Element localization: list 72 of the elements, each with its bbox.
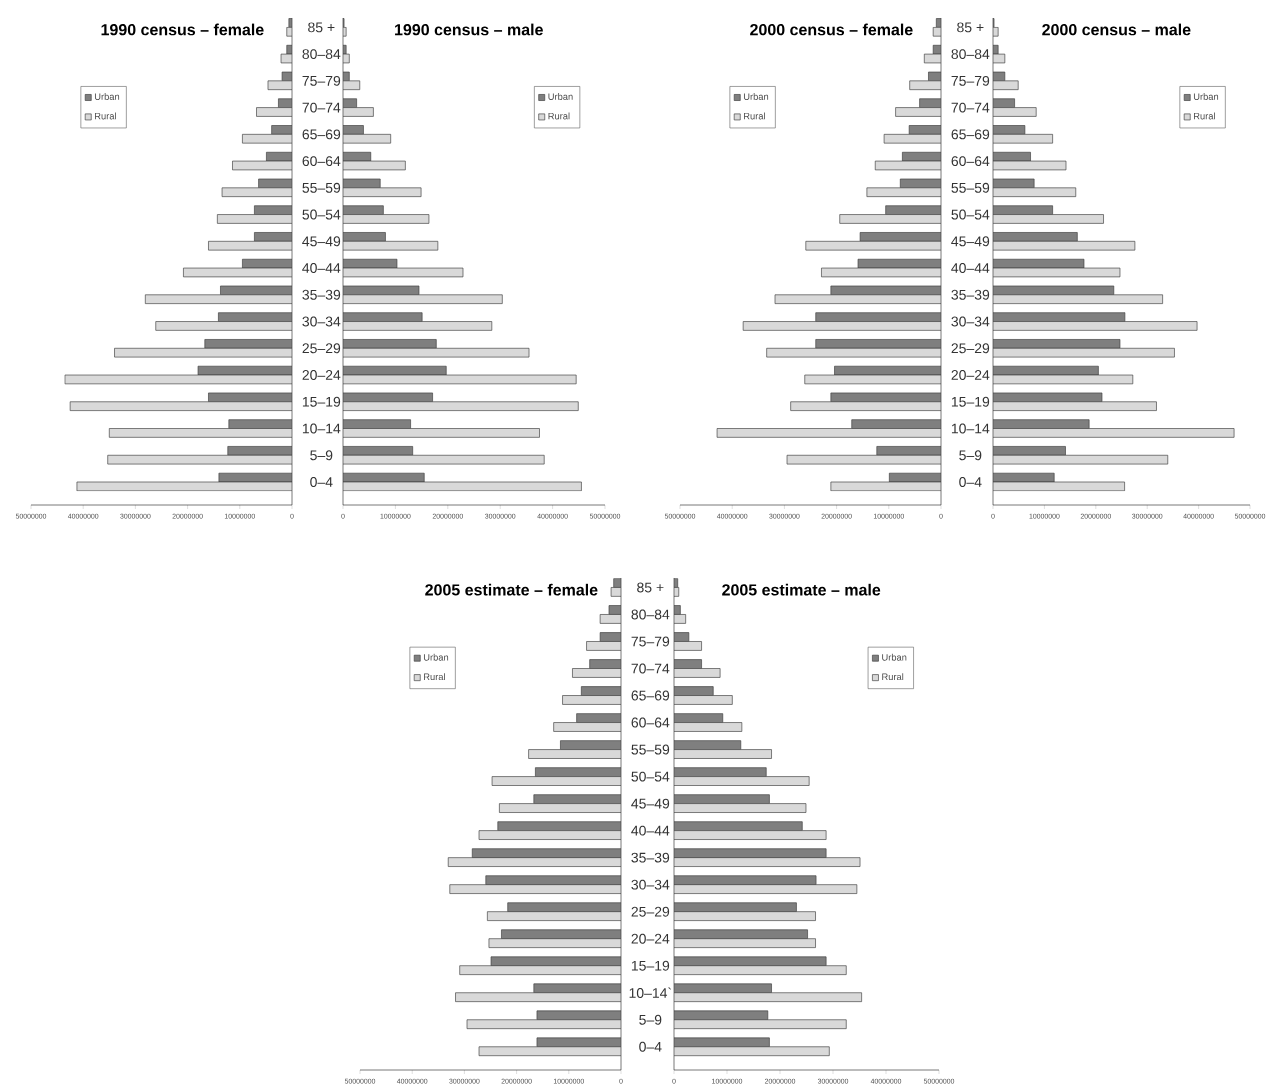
y-tick-label: 65–69 xyxy=(951,129,990,140)
y-tick-label: 0–4 xyxy=(959,477,982,487)
y-tick-label: 5–9 xyxy=(310,450,333,461)
legend-label: Rural xyxy=(882,673,904,681)
y-tick-label: 65–69 xyxy=(302,129,341,140)
y-tick-label: 50–54 xyxy=(631,771,670,782)
y-tick-label: 80–84 xyxy=(951,49,990,60)
y-tick-label: 10–14` xyxy=(629,987,672,998)
y-tick-label: 5–9 xyxy=(959,450,982,461)
y-tick-label: 70–74 xyxy=(951,102,990,113)
chart-title: 2005 estimate – male xyxy=(722,583,881,596)
y-tick-label: 10–14 xyxy=(302,423,341,434)
legend-label: Urban xyxy=(548,93,573,100)
y-tick-label: 55–59 xyxy=(951,182,990,193)
y-tick-label: 20–24 xyxy=(631,933,670,944)
y-tick-label: 60–64 xyxy=(951,156,990,167)
y-tick-label: 80–84 xyxy=(631,609,670,620)
y-tick-label: 75–79 xyxy=(302,75,341,86)
y-tick-label: 55–59 xyxy=(302,182,341,193)
y-tick-label: 5–9 xyxy=(639,1014,662,1025)
y-tick-label: 10–14 xyxy=(951,423,990,434)
y-tick-label: 85 + xyxy=(957,22,984,33)
y-tick-label: 70–74 xyxy=(302,102,341,113)
legend-label: Urban xyxy=(423,653,449,661)
y-tick-label: 35–39 xyxy=(631,852,670,863)
y-tick-label: 45–49 xyxy=(302,236,341,247)
y-tick-label: 15–19 xyxy=(302,396,341,407)
y-tick-label: 60–64 xyxy=(302,156,341,167)
y-tick-label: 55–59 xyxy=(631,744,670,755)
chart-title: 2005 estimate – female xyxy=(425,583,598,596)
y-tick-label: 35–39 xyxy=(951,289,990,300)
legend-label: Rural xyxy=(424,673,445,681)
y-tick-label: 40–44 xyxy=(951,263,990,274)
y-tick-label: 85 + xyxy=(637,582,664,593)
y-tick-label: 20–24 xyxy=(951,370,990,380)
legend-label: Urban xyxy=(882,653,907,661)
y-tick-label: 50–54 xyxy=(951,209,990,220)
y-tick-label: 45–49 xyxy=(951,236,990,247)
y-tick-label: 85 + xyxy=(308,22,335,33)
y-tick-label: 60–64 xyxy=(631,717,670,728)
y-tick-label: 25–29 xyxy=(302,343,341,354)
legend-label: Urban xyxy=(94,93,120,100)
chart-title: 2000 census – female xyxy=(750,23,913,36)
y-tick-label: 0–4 xyxy=(310,477,333,487)
y-tick-label: 25–29 xyxy=(951,343,990,354)
legend-label: Rural xyxy=(95,112,116,120)
y-tick-label: 75–79 xyxy=(951,75,990,86)
chart-title: 1990 census – female xyxy=(101,23,264,36)
y-tick-label: 50–54 xyxy=(302,209,341,220)
legend-label: Rural xyxy=(1194,112,1215,120)
y-tick-label: 30–34 xyxy=(302,316,341,327)
y-tick-label: 0–4 xyxy=(639,1041,662,1052)
y-tick-label: 75–79 xyxy=(631,636,670,647)
y-tick-label: 20–24 xyxy=(302,370,341,380)
legend-label: Urban xyxy=(743,93,769,100)
legend-label: Rural xyxy=(548,112,570,120)
chart-title: 1990 census – male xyxy=(395,23,543,36)
y-tick-label: 40–44 xyxy=(631,825,670,836)
y-tick-label: 70–74 xyxy=(631,663,670,674)
y-tick-label: 25–29 xyxy=(631,906,670,917)
y-tick-label: 15–19 xyxy=(951,396,990,407)
y-tick-label: 40–44 xyxy=(302,263,341,274)
y-tick-label: 45–49 xyxy=(631,798,670,809)
y-tick-label: 80–84 xyxy=(302,49,341,60)
y-tick-label: 65–69 xyxy=(631,690,670,701)
y-tick-label: 30–34 xyxy=(631,879,670,890)
y-tick-label: 15–19 xyxy=(631,960,670,971)
y-tick-label: 35–39 xyxy=(302,289,341,300)
legend-label: Urban xyxy=(1193,93,1219,100)
chart-title: 2000 census – male xyxy=(1042,23,1191,36)
legend-label: Rural xyxy=(744,112,765,120)
y-tick-label: 30–34 xyxy=(951,316,990,327)
